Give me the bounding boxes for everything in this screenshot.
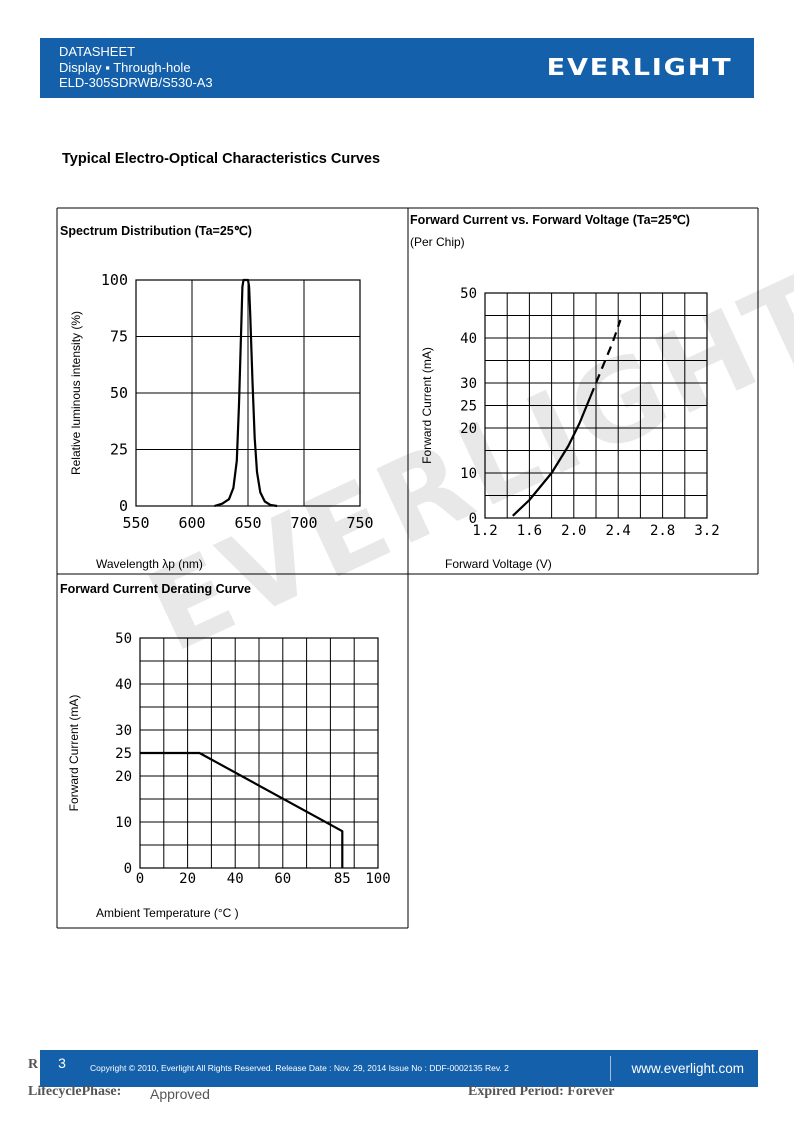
lifecycle-value: Approved xyxy=(150,1086,210,1102)
section-title: Typical Electro-Optical Characteristics … xyxy=(62,151,381,167)
x-tick-label: 600 xyxy=(178,514,205,532)
y-axis-label: Relative luminous intensity (%) xyxy=(69,311,83,475)
spectrum-title: Spectrum Distribution (Ta=25℃) xyxy=(60,224,252,238)
header-text: DATASHEET Display ▪ Through-hole ELD-305… xyxy=(59,44,213,91)
y-tick-label: 50 xyxy=(460,286,477,302)
copyright-text: Copyright © 2010, Everlight All Rights R… xyxy=(90,1063,509,1073)
header-category: Display ▪ Through-hole xyxy=(59,59,191,75)
y-tick-label: 10 xyxy=(115,815,132,831)
x-tick-label: 40 xyxy=(227,871,244,887)
y-tick-label: 0 xyxy=(124,861,132,877)
footer-r-letter: R xyxy=(28,1057,39,1072)
y-tick-label: 50 xyxy=(110,384,128,402)
y-axis-label: Forward Current (mA) xyxy=(420,347,434,464)
brand-logo: EVERLIGHT xyxy=(546,55,732,81)
y-tick-label: 30 xyxy=(115,723,132,739)
y-tick-label: 0 xyxy=(469,511,477,527)
fv-title: Forward Current vs. Forward Voltage (Ta=… xyxy=(410,213,690,227)
x-tick-label: 700 xyxy=(290,514,317,532)
y-tick-label: 25 xyxy=(115,746,132,762)
x-tick-label: 2.8 xyxy=(650,523,675,539)
x-tick-label: 2.0 xyxy=(561,523,586,539)
y-tick-label: 40 xyxy=(460,331,477,347)
y-tick-label: 10 xyxy=(460,466,477,482)
y-tick-label: 20 xyxy=(460,421,477,437)
y-tick-label: 0 xyxy=(119,497,128,515)
chart-1: 0 25 50 75 100 550 600 650 700 750 Wavelength λp (… xyxy=(69,271,374,571)
page-number: 3 xyxy=(58,1055,66,1071)
x-tick-label: 0 xyxy=(136,871,144,887)
y-tick-label: 30 xyxy=(460,376,477,392)
y-tick-label: 40 xyxy=(115,677,132,693)
x-tick-label: 85 xyxy=(334,871,351,887)
x-tick-label: 100 xyxy=(365,871,390,887)
y-tick-label: 25 xyxy=(110,441,128,459)
x-tick-label: 60 xyxy=(274,871,291,887)
y-tick-label: 25 xyxy=(460,399,477,415)
series-line xyxy=(512,396,592,517)
x-tick-label: 2.4 xyxy=(606,523,631,539)
x-axis-label: Ambient Temperature (°C ) xyxy=(96,906,239,920)
y-tick-label: 75 xyxy=(110,328,128,346)
series-line xyxy=(589,319,622,397)
chart-2: 0 10 20 25 30 40 50 1.2 1.6 2.0 2.4 2.8 3.2 Forward V… xyxy=(420,286,720,571)
series-line xyxy=(140,751,344,868)
page-footer: 3 Copyright © 2010, Everlight All Rights… xyxy=(40,1050,758,1087)
page-header: DATASHEET Display ▪ Through-hole ELD-305… xyxy=(40,38,754,98)
x-tick-label: 650 xyxy=(234,514,261,532)
y-tick-label: 50 xyxy=(115,631,132,647)
header-doc-type: DATASHEET xyxy=(59,44,136,59)
y-tick-label: 20 xyxy=(115,769,132,785)
x-tick-label: 550 xyxy=(122,514,149,532)
x-tick-label: 20 xyxy=(179,871,196,887)
lifecycle-label: LifecyclePhase: xyxy=(28,1084,122,1099)
chart-3: 0 10 20 25 30 40 50 0 20 40 60 85 100 Ambient Tempera… xyxy=(67,631,391,920)
footer-divider xyxy=(610,1056,611,1081)
y-tick-label: 100 xyxy=(101,271,128,289)
y-axis-label: Forward Current (mA) xyxy=(67,695,81,812)
x-axis-label: Forward Voltage (V) xyxy=(445,557,552,571)
x-tick-label: 1.2 xyxy=(472,523,497,539)
x-tick-label: 3.2 xyxy=(694,523,719,539)
expired-period: Expired Period: Forever xyxy=(468,1084,615,1099)
x-axis-label: Wavelength λp (nm) xyxy=(96,557,203,571)
series-line xyxy=(214,278,278,508)
plot-frame xyxy=(484,292,708,519)
header-part-number: ELD-305SDRWB/S530-A3 xyxy=(59,75,213,90)
derating-title: Forward Current Derating Curve xyxy=(60,582,251,596)
x-tick-label: 1.6 xyxy=(517,523,542,539)
fv-subtitle: (Per Chip) xyxy=(410,235,465,249)
panel-borders xyxy=(56,207,759,929)
x-tick-label: 750 xyxy=(346,514,373,532)
website-link[interactable]: www.everlight.com xyxy=(631,1061,744,1076)
